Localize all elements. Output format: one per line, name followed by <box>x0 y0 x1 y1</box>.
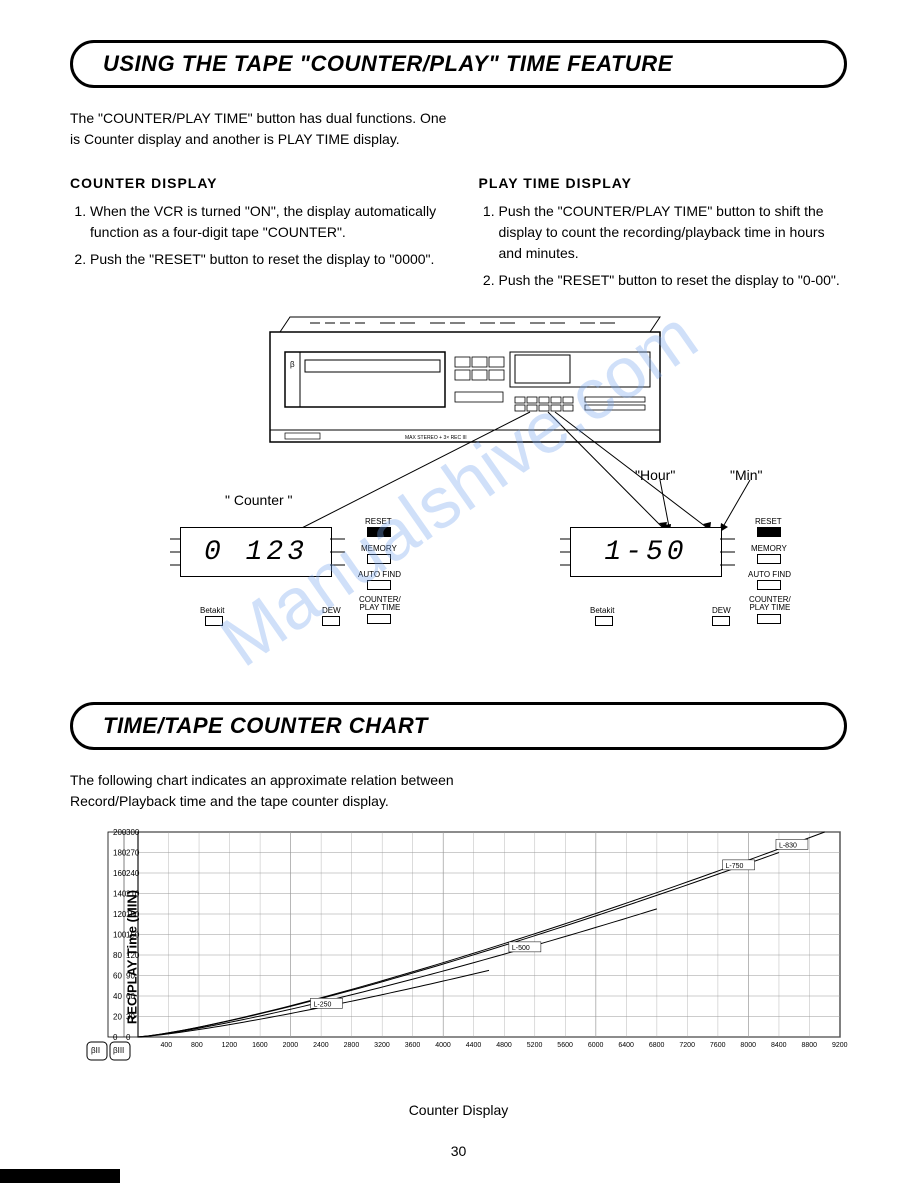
svg-text:200: 200 <box>113 828 127 837</box>
bii-label: βII <box>91 1046 100 1055</box>
svg-text:4400: 4400 <box>466 1042 482 1049</box>
autofind-label-right: AUTO FIND <box>748 570 791 579</box>
autofind-button-right <box>757 580 781 590</box>
svg-text:6400: 6400 <box>618 1042 634 1049</box>
reset-button-left <box>367 527 391 537</box>
betakit-button-left <box>205 616 223 626</box>
mode-tabs <box>85 1040 145 1070</box>
chart-x-label: Counter Display <box>70 1102 847 1118</box>
svg-text:9200: 9200 <box>832 1042 848 1049</box>
svg-text:5600: 5600 <box>557 1042 573 1049</box>
svg-text:400: 400 <box>161 1042 173 1049</box>
svg-text:L-500: L-500 <box>512 945 530 952</box>
counter-chart: REC/PLAY Time (MIN) 20018016014012010080… <box>70 827 847 1087</box>
dew-label-right: DEW <box>712 606 731 615</box>
vcr-diagram: Manualshive.com β <box>70 312 847 682</box>
section2-title: TIME/TAPE COUNTER CHART <box>103 713 814 739</box>
instructions-columns: COUNTER DISPLAY When the VCR is turned "… <box>70 175 847 297</box>
dew-label-left: DEW <box>322 606 341 615</box>
svg-text:β: β <box>290 360 295 369</box>
svg-text:5200: 5200 <box>527 1042 543 1049</box>
autofind-button-left <box>367 580 391 590</box>
svg-text:160: 160 <box>113 869 127 878</box>
svg-text:180: 180 <box>113 849 127 858</box>
counter-display-list: When the VCR is turned "ON", the display… <box>70 201 439 270</box>
vcr-unit-illustration: β MAX STEREO + 3× REC III <box>260 312 670 462</box>
svg-text:100: 100 <box>113 931 127 940</box>
svg-text:30: 30 <box>126 1013 135 1022</box>
memory-button-left <box>367 554 391 564</box>
svg-text:3200: 3200 <box>374 1042 390 1049</box>
dew-button-left <box>322 616 340 626</box>
svg-text:800: 800 <box>191 1042 203 1049</box>
playtime-display-header: PLAY TIME DISPLAY <box>479 175 848 191</box>
svg-text:80: 80 <box>113 951 122 960</box>
svg-text:40: 40 <box>113 992 122 1001</box>
autofind-label-left: AUTO FIND <box>358 570 401 579</box>
section2-intro: The following chart indicates an approxi… <box>70 770 470 812</box>
svg-text:6800: 6800 <box>649 1042 665 1049</box>
svg-text:60: 60 <box>113 972 122 981</box>
memory-button-right <box>757 554 781 564</box>
svg-text:L-830: L-830 <box>779 842 797 849</box>
svg-text:140: 140 <box>113 890 127 899</box>
lcd-left-ticks <box>165 517 365 597</box>
reset-label-left: RESET <box>365 517 392 526</box>
svg-text:8800: 8800 <box>801 1042 817 1049</box>
reset-button-right <box>757 527 781 537</box>
playtime-display-col: PLAY TIME DISPLAY Push the "COUNTER/PLAY… <box>479 175 848 297</box>
svg-text:4800: 4800 <box>496 1042 512 1049</box>
counter-item-1: When the VCR is turned "ON", the display… <box>90 201 439 243</box>
svg-text:7200: 7200 <box>679 1042 695 1049</box>
dew-button-right <box>712 616 730 626</box>
counterplay-button-left <box>367 614 391 624</box>
counterplay-button-right <box>757 614 781 624</box>
svg-text:3600: 3600 <box>405 1042 421 1049</box>
memory-label-right: MEMORY <box>751 544 787 553</box>
counter-display-col: COUNTER DISPLAY When the VCR is turned "… <box>70 175 439 297</box>
svg-text:1200: 1200 <box>222 1042 238 1049</box>
section1-title: USING THE TAPE "COUNTER/PLAY" TIME FEATU… <box>103 51 814 77</box>
min-label: "Min" <box>730 467 763 483</box>
svg-text:2000: 2000 <box>283 1042 299 1049</box>
footer-bar <box>0 1169 120 1183</box>
svg-text:6000: 6000 <box>588 1042 604 1049</box>
svg-text:1600: 1600 <box>252 1042 268 1049</box>
counter-item-2: Push the "RESET" button to reset the dis… <box>90 249 439 270</box>
biii-label: βIII <box>113 1046 124 1055</box>
betakit-label-right: Betakit <box>590 606 614 615</box>
counter-display-header: COUNTER DISPLAY <box>70 175 439 191</box>
counterplay-label-left: COUNTER/ PLAY TIME <box>359 596 401 612</box>
playtime-item-1: Push the "COUNTER/PLAY TIME" button to s… <box>499 201 848 264</box>
svg-text:120: 120 <box>113 910 127 919</box>
playtime-display-list: Push the "COUNTER/PLAY TIME" button to s… <box>479 201 848 291</box>
page-number: 30 <box>70 1143 847 1159</box>
betakit-button-right <box>595 616 613 626</box>
hour-label: "Hour" <box>635 467 675 483</box>
svg-text:2800: 2800 <box>344 1042 360 1049</box>
svg-text:L-250: L-250 <box>314 1001 332 1008</box>
svg-text:8000: 8000 <box>740 1042 756 1049</box>
memory-label-left: MEMORY <box>361 544 397 553</box>
svg-text:L-750: L-750 <box>726 863 744 870</box>
reset-label-right: RESET <box>755 517 782 526</box>
svg-text:90: 90 <box>126 972 135 981</box>
chart-svg: 2001801601401201008060402003002702402101… <box>90 827 850 1067</box>
section2-header: TIME/TAPE COUNTER CHART <box>70 702 847 750</box>
counter-label: " Counter " <box>225 492 293 508</box>
lcd-right-ticks <box>555 517 755 597</box>
svg-text:MAX STEREO + 3× REC III: MAX STEREO + 3× REC III <box>405 435 467 441</box>
svg-text:2400: 2400 <box>313 1042 329 1049</box>
counterplay-label-right: COUNTER/ PLAY TIME <box>749 596 791 612</box>
playtime-item-2: Push the "RESET" button to reset the dis… <box>499 270 848 291</box>
betakit-label-left: Betakit <box>200 606 224 615</box>
svg-text:7600: 7600 <box>710 1042 726 1049</box>
svg-text:20: 20 <box>113 1013 122 1022</box>
svg-text:4000: 4000 <box>435 1042 451 1049</box>
svg-text:60: 60 <box>126 992 135 1001</box>
svg-text:8400: 8400 <box>771 1042 787 1049</box>
section1-header: USING THE TAPE "COUNTER/PLAY" TIME FEATU… <box>70 40 847 88</box>
section1-intro: The "COUNTER/PLAY TIME" button has dual … <box>70 108 450 150</box>
